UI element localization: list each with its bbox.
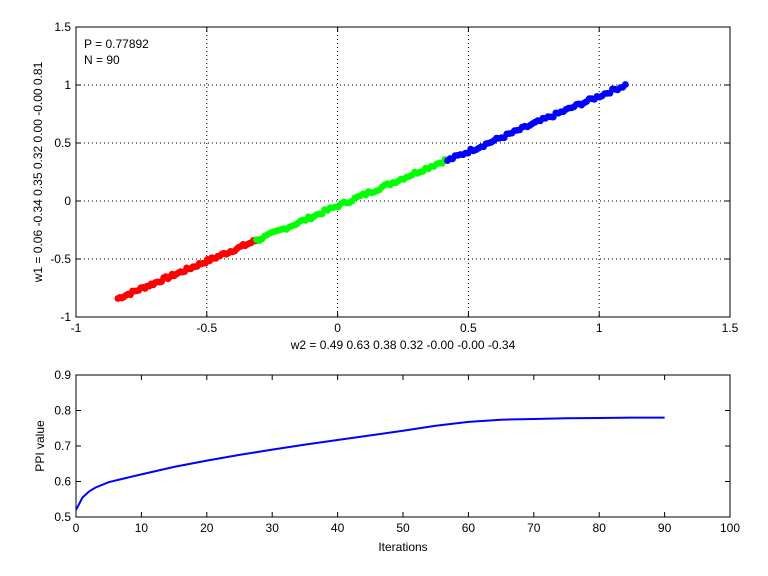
line-x-tick-label: 60 — [462, 521, 476, 535]
line-y-axis-label: PPI value — [33, 420, 47, 472]
scatter-x-tick-label: -0.5 — [196, 321, 217, 335]
line-x-tick-label: 0 — [73, 521, 80, 535]
scatter-axes: -1 -0.5 0 0.5 1 1.5 -1 -0.5 0 0.5 1 1.5 P = 0.77892… — [31, 20, 739, 352]
line-axes: 0 10 20 30 40 50 60 70 80 90 100 0.5 0.6 0.7 0.8 0.9 It… — [33, 368, 740, 554]
line-x-tick-label: 20 — [200, 521, 214, 535]
scatter-y-axis-label: w1 = 0.06 -0.34 0.35 0.32 0.00 -0.00 0.8… — [31, 61, 45, 283]
line-x-tick-label: 30 — [266, 521, 280, 535]
scatter-annotation-n: N = 90 — [84, 53, 120, 67]
scatter-x-tick-label: 1.5 — [722, 321, 739, 335]
scatter-points — [114, 81, 629, 302]
line-y-tick-label: 0.5 — [54, 510, 71, 524]
scatter-point — [622, 81, 629, 88]
scatter-x-axis-label: w2 = 0.49 0.63 0.38 0.32 -0.00 -0.00 -0.… — [290, 338, 516, 352]
scatter-y-tick-label: -0.5 — [50, 252, 71, 266]
line-x-tick-label: 40 — [331, 521, 345, 535]
line-x-tick-label: 10 — [135, 521, 149, 535]
scatter-annotation-p: P = 0.77892 — [84, 37, 149, 51]
scatter-x-tick-label: -1 — [71, 321, 82, 335]
scatter-x-tick-label: 0 — [334, 321, 341, 335]
line-y-tick-label: 0.6 — [54, 475, 71, 489]
scatter-x-tick-label: 0.5 — [460, 321, 477, 335]
scatter-y-tick-label: 1 — [64, 78, 71, 92]
line-ticks: 0 10 20 30 40 50 60 70 80 90 100 0.5 0.6 0.7 0.8 0.9 — [54, 368, 740, 535]
scatter-y-tick-label: 0.5 — [54, 136, 71, 150]
scatter-x-tick-label: 1 — [596, 321, 603, 335]
scatter-y-tick-label: 1.5 — [54, 20, 71, 34]
line-x-tick-label: 70 — [527, 521, 541, 535]
scatter-y-tick-label: 0 — [64, 194, 71, 208]
line-plot-area — [75, 374, 731, 518]
line-y-tick-label: 0.8 — [54, 404, 71, 418]
line-y-tick-label: 0.9 — [54, 368, 71, 382]
scatter-ticks: -1 -0.5 0 0.5 1 1.5 -1 -0.5 0 0.5 1 1.5 — [50, 20, 738, 335]
line-x-tick-label: 100 — [720, 521, 740, 535]
line-x-tick-label: 80 — [593, 521, 607, 535]
line-x-axis-label: Iterations — [378, 540, 427, 554]
scatter-y-tick-label: -1 — [60, 310, 71, 324]
line-y-tick-label: 0.7 — [54, 439, 71, 453]
line-x-tick-label: 90 — [658, 521, 672, 535]
ppi-series-line — [75, 416, 665, 511]
line-x-tick-label: 50 — [396, 521, 410, 535]
